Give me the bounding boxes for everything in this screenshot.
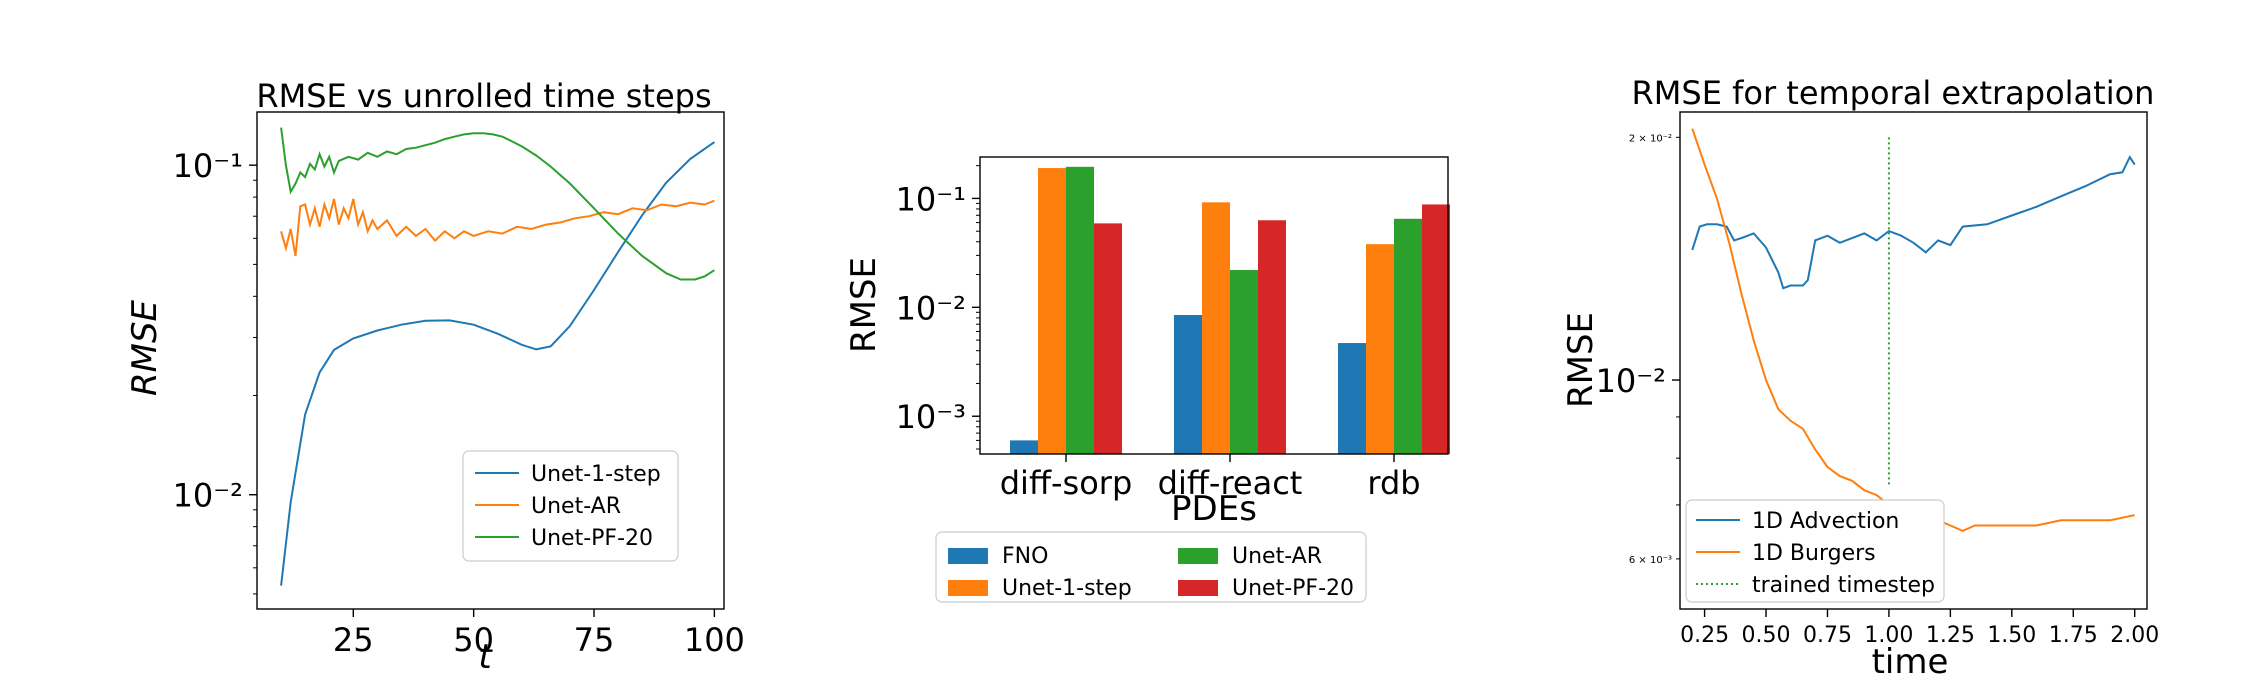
chart2-y-label: RMSE — [844, 257, 884, 353]
chart2-bar-0-3 — [1094, 223, 1122, 454]
chart1-legend-box — [462, 450, 679, 562]
chart2-y-ticks: 10⁻³ 10⁻² 10⁻¹ — [896, 165, 980, 450]
chart3-x-tick-label-5: 1.50 — [1987, 623, 2036, 648]
chart3-x-tick-label-2: 0.75 — [1803, 623, 1852, 648]
chart3-y-tick-label-2: 2 × 10⁻² — [1629, 133, 1672, 144]
chart2-bar-2-0 — [1338, 343, 1366, 454]
chart3-x-tick-label-7: 2.00 — [2110, 623, 2159, 648]
chart2-legend-swatch-0 — [948, 548, 988, 564]
chart1-y-tick-label-1: 10⁻¹ — [173, 147, 243, 185]
chart3-y-ticks: 6 × 10⁻³ 10⁻² 2 × 10⁻² — [1596, 133, 1680, 566]
chart2-legend-box — [935, 531, 1367, 603]
chart1-legend-items: Unet-1-step Unet-AR Unet-PF-20 — [475, 462, 661, 551]
chart3-legend: 1D Advection 1D Burgers trained timestep — [1685, 499, 1945, 603]
chart1-x-tick-label-3: 100 — [684, 621, 745, 659]
chart1-legend-label-1: Unet-AR — [531, 494, 621, 519]
chart3-frame — [1679, 111, 2148, 610]
chart2-category-label-1: diff-react — [1158, 464, 1303, 502]
chart1-x-tick-label-1: 50 — [453, 621, 494, 659]
chart3-x-ticks: 0.25 0.50 0.75 1.00 1.25 1.50 1.75 2.00 — [1680, 609, 2159, 648]
chart1-x-ticks: 25 50 75 100 — [333, 609, 745, 659]
chart3-line-0 — [1691, 155, 2136, 290]
chart2-y-tick-label-2: 10⁻¹ — [896, 180, 966, 218]
chart2-y-tick-label-1: 10⁻² — [896, 289, 966, 327]
chart2-bar-2-3 — [1422, 204, 1450, 454]
chart1-line-0 — [280, 141, 715, 586]
chart3-y-tick-label-0: 6 × 10⁻³ — [1629, 555, 1672, 566]
chart2-bar-2-2 — [1394, 218, 1422, 454]
chart3-x-tick-label-3: 1.00 — [1864, 623, 1913, 648]
chart2-legend-label-3: Unet-PF-20 — [1232, 576, 1354, 601]
chart2-y-tick-label-0: 10⁻³ — [896, 398, 966, 436]
chart2-x-ticks: diff-sorp diff-react rdb — [1000, 454, 1421, 502]
chart3-title: RMSE for temporal extrapolation — [1632, 74, 2155, 112]
chart3-x-tick-label-1: 0.50 — [1742, 623, 1791, 648]
chart2-legend-label-2: Unet-AR — [1232, 544, 1322, 569]
chart1-line-1 — [280, 198, 715, 257]
chart2-bar-0-2 — [1066, 166, 1094, 454]
chart2-bar-1-0 — [1174, 315, 1202, 454]
chart2-frame — [979, 156, 1449, 455]
chart3-legend-box — [1685, 499, 1945, 603]
chart3-x-tick-label-4: 1.25 — [1926, 623, 1975, 648]
chart2-legend-swatch-3 — [1178, 580, 1218, 596]
chart3-line-1 — [1691, 128, 2135, 532]
chart1-frame — [256, 111, 725, 610]
chart2-legend-swatch-2 — [1178, 548, 1218, 564]
chart3-legend-items: 1D Advection 1D Burgers trained timestep — [1696, 509, 1935, 598]
chart3-x-label: time — [1872, 642, 1949, 682]
chart-unrolled-steps: RMSE vs unrolled time steps 25 50 75 100 10… — [125, 77, 745, 677]
chart3-x-tick-label-0: 0.25 — [1680, 623, 1729, 648]
chart3-series-group — [1691, 128, 2136, 532]
chart3-x-tick-label-6: 1.75 — [2049, 623, 2098, 648]
chart2-bar-1-1 — [1202, 202, 1230, 454]
chart2-bars-group — [1010, 166, 1450, 454]
chart3-legend-label-1: 1D Burgers — [1752, 541, 1876, 566]
chart3-legend-label-0: 1D Advection — [1752, 509, 1899, 534]
chart2-x-label: PDEs — [1171, 489, 1257, 529]
chart2-bar-0-1 — [1038, 168, 1066, 454]
chart1-legend: Unet-1-step Unet-AR Unet-PF-20 — [462, 450, 679, 562]
chart1-series-group — [280, 127, 715, 586]
chart3-y-tick-label-1: 10⁻² — [1596, 362, 1666, 400]
chart2-bar-2-1 — [1366, 244, 1394, 454]
chart1-x-tick-label-2: 75 — [574, 621, 615, 659]
chart1-legend-label-2: Unet-PF-20 — [531, 526, 653, 551]
chart2-bar-1-2 — [1230, 270, 1258, 454]
chart2-category-label-0: diff-sorp — [1000, 464, 1133, 502]
chart2-legend-swatch-1 — [948, 580, 988, 596]
chart3-y-label: RMSE — [1561, 312, 1601, 408]
chart2-legend: FNO Unet-1-step Unet-AR Unet-PF-20 — [935, 531, 1367, 603]
chart1-y-label: RMSE — [125, 299, 165, 396]
chart1-y-tick-label-0: 10⁻² — [173, 477, 243, 515]
chart2-legend-label-0: FNO — [1002, 544, 1048, 569]
chart-pde-bars: diff-sorp diff-react rdb 10⁻³ 10⁻² 10⁻¹ PDEs… — [844, 156, 1450, 603]
chart1-title: RMSE vs unrolled time steps — [256, 77, 711, 115]
chart2-bar-1-3 — [1258, 220, 1286, 454]
chart1-x-tick-label-0: 25 — [333, 621, 374, 659]
chart2-legend-items: FNO Unet-1-step Unet-AR Unet-PF-20 — [948, 544, 1354, 601]
chart3-legend-label-2: trained timestep — [1752, 573, 1935, 598]
chart2-bar-0-0 — [1010, 440, 1038, 454]
chart2-category-label-2: rdb — [1367, 464, 1420, 502]
chart1-line-2 — [280, 127, 715, 281]
chart-temporal-extrapolation: RMSE for temporal extrapolation 0.25 0.50… — [1561, 74, 2159, 682]
chart1-legend-label-0: Unet-1-step — [531, 462, 661, 487]
chart2-legend-label-1: Unet-1-step — [1002, 576, 1132, 601]
chart1-x-label: t — [478, 637, 493, 677]
chart1-y-ticks: 10⁻² 10⁻¹ — [173, 147, 257, 595]
